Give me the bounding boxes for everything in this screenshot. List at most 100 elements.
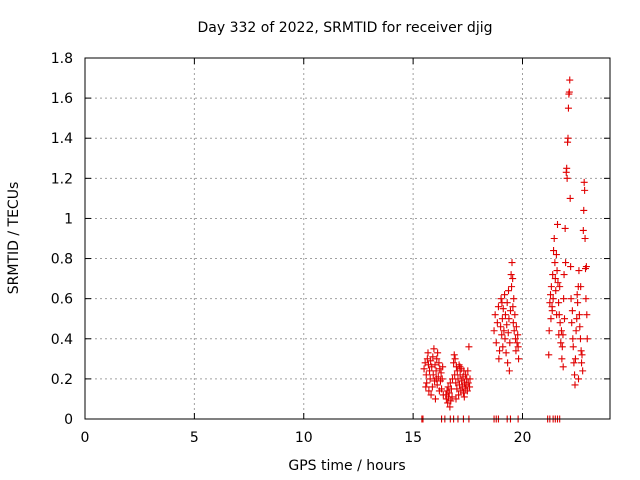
data-point xyxy=(432,375,440,383)
data-point xyxy=(564,134,572,142)
data-point xyxy=(561,315,568,323)
data-point xyxy=(558,355,566,363)
data-point xyxy=(553,267,561,275)
data-point xyxy=(554,220,561,228)
y-tick-label: 0.6 xyxy=(51,292,73,308)
data-point xyxy=(498,299,506,307)
data-point xyxy=(571,381,579,389)
data-point xyxy=(506,307,514,315)
data-point xyxy=(546,299,554,307)
data-point xyxy=(580,178,588,186)
data-point xyxy=(492,339,500,347)
data-point xyxy=(453,367,461,375)
data-point xyxy=(507,271,515,279)
data-point xyxy=(547,283,555,291)
data-point xyxy=(550,235,558,242)
data-point xyxy=(583,335,591,343)
data-point xyxy=(427,391,435,399)
data-point xyxy=(491,311,499,319)
data-point xyxy=(571,355,579,363)
data-point xyxy=(545,327,553,335)
data-point xyxy=(428,383,436,391)
data-point xyxy=(582,295,590,303)
data-point xyxy=(420,365,428,373)
data-point xyxy=(512,347,520,355)
data-point xyxy=(427,357,435,365)
data-point xyxy=(435,359,443,367)
data-point xyxy=(508,283,516,291)
x-tick-label: 20 xyxy=(514,430,532,446)
data-point xyxy=(563,174,571,182)
data-point xyxy=(433,355,441,363)
y-tick-label: 0 xyxy=(64,412,73,428)
data-point xyxy=(567,295,575,303)
data-point xyxy=(566,76,574,84)
data-point xyxy=(466,383,474,391)
data-point xyxy=(556,283,564,291)
chart-title: Day 332 of 2022, SRMTID for receiver dji… xyxy=(198,20,493,36)
data-point xyxy=(549,295,557,303)
data-point xyxy=(422,371,430,379)
data-point xyxy=(433,381,441,389)
y-tick-label: 1.8 xyxy=(51,51,73,67)
data-point xyxy=(569,335,577,343)
data-point xyxy=(445,389,453,397)
data-point xyxy=(515,355,523,363)
data-point xyxy=(566,194,574,202)
data-point xyxy=(423,379,431,387)
data-point xyxy=(505,367,513,375)
data-point xyxy=(565,88,573,96)
data-point xyxy=(448,393,456,401)
data-point xyxy=(560,271,568,279)
data-point xyxy=(503,321,511,329)
data-point xyxy=(545,351,553,359)
data-point xyxy=(555,331,563,339)
x-axis-label: GPS time / hours xyxy=(288,458,405,474)
data-point xyxy=(454,375,462,383)
data-point xyxy=(579,226,587,234)
data-point xyxy=(551,275,559,283)
data-point xyxy=(452,395,460,403)
data-point xyxy=(560,295,568,303)
y-tick-label: 1 xyxy=(64,211,73,227)
data-point xyxy=(464,379,472,387)
data-point xyxy=(456,363,464,371)
data-point xyxy=(554,279,562,287)
data-point xyxy=(547,315,555,323)
data-point xyxy=(422,383,430,391)
data-points xyxy=(418,76,591,423)
data-point xyxy=(505,315,513,323)
data-point xyxy=(571,371,579,379)
data-point xyxy=(551,259,559,267)
y-tick-label: 0.4 xyxy=(51,332,73,348)
x-tick-label: 0 xyxy=(81,430,90,446)
data-point xyxy=(455,391,463,399)
data-point xyxy=(559,363,567,371)
data-point xyxy=(494,303,502,311)
data-point xyxy=(572,327,580,335)
data-point xyxy=(567,263,575,271)
data-point xyxy=(450,359,458,367)
data-point xyxy=(511,311,519,319)
data-point xyxy=(497,323,505,331)
data-point xyxy=(431,395,439,403)
data-point xyxy=(576,335,584,343)
data-point xyxy=(509,275,517,283)
data-point xyxy=(573,291,581,299)
data-point xyxy=(504,329,512,337)
y-axis-label: SRMTID / TECUs xyxy=(6,182,22,295)
data-point xyxy=(459,389,467,397)
data-point xyxy=(426,375,434,383)
data-point xyxy=(564,104,572,112)
data-point xyxy=(500,327,508,335)
data-point xyxy=(498,315,506,323)
data-point xyxy=(578,351,586,359)
data-point xyxy=(499,305,507,313)
data-point xyxy=(497,295,505,303)
data-point xyxy=(432,367,440,375)
data-point xyxy=(563,164,571,172)
x-tick-label: 10 xyxy=(295,430,313,446)
data-point xyxy=(555,299,563,307)
data-point xyxy=(434,349,442,357)
